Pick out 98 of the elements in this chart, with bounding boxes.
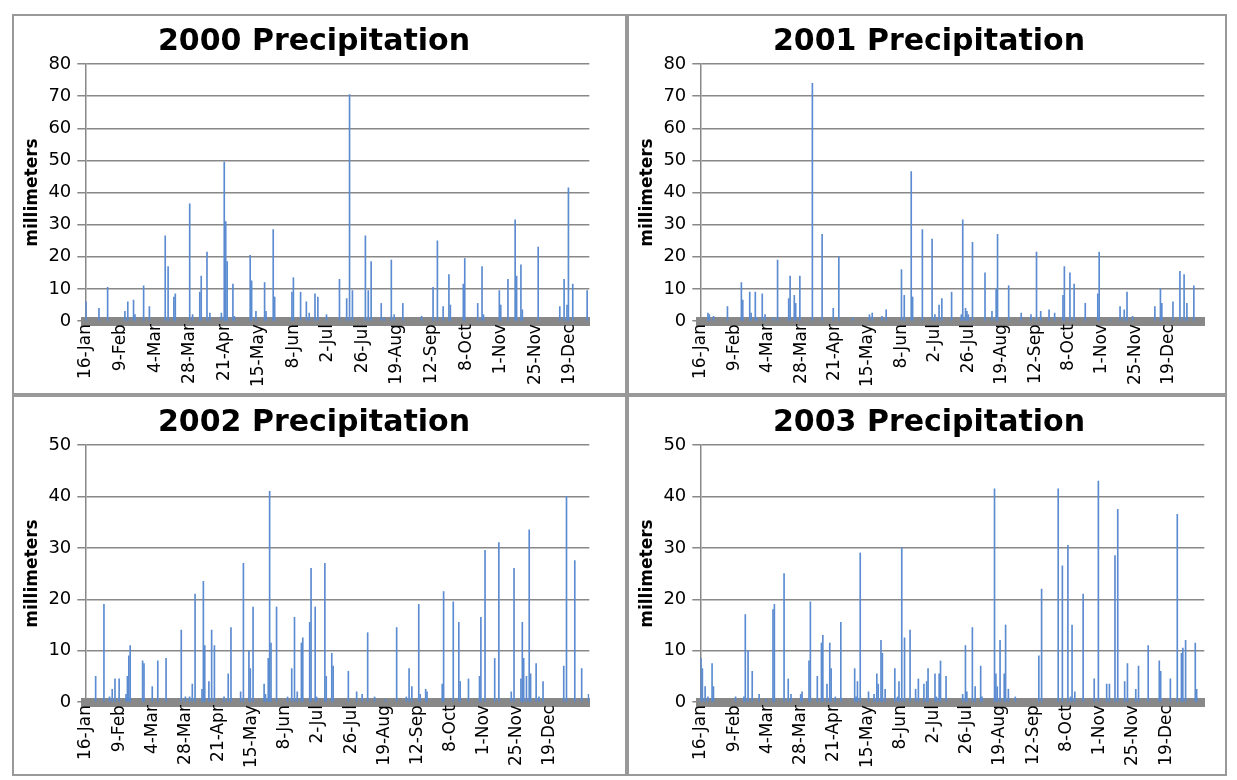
x-tick-label: 12-Sep — [1023, 324, 1044, 384]
x-tick-label: 28-Mar — [173, 705, 194, 765]
x-tick-label: 26-Jul — [956, 324, 977, 374]
x-tick-label: 28-Mar — [178, 324, 199, 384]
x-tick-label: 2-Jul — [923, 324, 944, 363]
chart-title: 2000 Precipitation — [157, 21, 471, 57]
y-tick-label: 80 — [48, 51, 72, 73]
y-tick-label: 40 — [48, 180, 72, 202]
x-tick-label: 16-Jan — [689, 324, 710, 380]
x-tick-label: 26-Jul — [339, 705, 360, 755]
y-axis-title: millimeters — [20, 519, 41, 628]
x-tick-label: 19-Aug — [385, 324, 406, 385]
y-tick-label: 40 — [663, 180, 687, 202]
x-tick-label: 2-Jul — [306, 705, 327, 744]
x-tick-label: 15-May — [240, 705, 261, 769]
x-tick-label: 1-Nov — [1088, 705, 1109, 756]
x-tick-label: 9-Feb — [722, 705, 743, 753]
x-tick-label: 12-Sep — [405, 705, 426, 765]
y-tick-label: 20 — [48, 586, 72, 608]
x-tick-label: 4-Mar — [140, 705, 161, 755]
x-tick-label: 8-Oct — [1054, 704, 1075, 752]
y-tick-label: 40 — [663, 484, 687, 506]
y-tick-label: 0 — [59, 308, 72, 330]
x-tick-label: 1-Nov — [489, 324, 510, 375]
y-tick-label: 30 — [48, 212, 72, 234]
x-tick-label: 4-Mar — [756, 324, 777, 374]
x-tick-label: 15-May — [247, 324, 268, 388]
x-tick-label: 1-Nov — [472, 705, 493, 756]
y-tick-label: 30 — [663, 535, 687, 557]
x-tick-label: 28-Mar — [789, 324, 810, 384]
x-tick-label: 9-Feb — [722, 324, 743, 372]
x-tick-label: 26-Jul — [350, 324, 371, 374]
x-tick-label: 25-Nov — [505, 705, 526, 767]
x-tick-label: 8-Jun — [273, 705, 294, 750]
x-tick-label: 16-Jan — [74, 324, 95, 380]
x-tick-label: 25-Nov — [523, 324, 544, 386]
x-tick-label: 2-Jul — [316, 324, 337, 363]
x-tick-label: 9-Feb — [107, 705, 128, 753]
x-tick-label: 25-Nov — [1123, 324, 1144, 386]
y-tick-label: 70 — [663, 83, 687, 105]
y-tick-label: 10 — [663, 276, 687, 298]
x-tick-label: 19-Aug — [372, 705, 393, 766]
y-tick-label: 20 — [48, 244, 72, 266]
x-tick-label: 21-Apr — [206, 705, 227, 762]
x-tick-label: 12-Sep — [420, 324, 441, 384]
x-tick-label: 15-May — [856, 324, 877, 388]
x-tick-label: 19-Dec — [1154, 705, 1175, 766]
x-tick-label: 8-Jun — [889, 324, 910, 369]
x-tick-label: 9-Feb — [109, 324, 130, 372]
x-tick-label: 19-Dec — [558, 324, 579, 385]
y-tick-label: 10 — [48, 638, 72, 660]
x-tick-label: 1-Nov — [1090, 324, 1111, 375]
x-tick-label: 2-Jul — [922, 705, 943, 744]
y-tick-label: 30 — [663, 212, 687, 234]
x-tick-label: 4-Mar — [755, 705, 776, 755]
y-tick-label: 50 — [663, 148, 687, 170]
y-tick-label: 20 — [663, 586, 687, 608]
x-tick-label: 26-Jul — [955, 705, 976, 755]
x-tick-label: 21-Apr — [212, 324, 233, 381]
y-tick-label: 70 — [48, 83, 72, 105]
x-tick-label: 8-Oct — [454, 323, 475, 371]
y-tick-label: 30 — [48, 535, 72, 557]
x-tick-label: 8-Jun — [281, 324, 302, 369]
y-tick-label: 0 — [674, 308, 687, 330]
y-tick-label: 0 — [59, 689, 72, 711]
y-tick-label: 50 — [48, 432, 72, 454]
y-tick-label: 50 — [663, 432, 687, 454]
x-tick-label: 19-Dec — [1157, 324, 1178, 385]
x-tick-label: 19-Aug — [990, 324, 1011, 385]
x-tick-label: 4-Mar — [143, 324, 164, 374]
y-axis-title: millimeters — [635, 519, 656, 628]
x-tick-label: 21-Apr — [823, 324, 844, 381]
x-tick-label: 12-Sep — [1021, 705, 1042, 765]
x-tick-label: 8-Oct — [1056, 323, 1077, 371]
x-tick-label: 16-Jan — [689, 705, 710, 761]
y-axis-title: millimeters — [635, 138, 656, 247]
y-tick-label: 10 — [48, 276, 72, 298]
y-tick-label: 80 — [663, 51, 687, 73]
y-tick-label: 20 — [663, 244, 687, 266]
chart-title: 2002 Precipitation — [157, 402, 471, 438]
x-tick-label: 28-Mar — [789, 705, 810, 765]
chart-title: 2003 Precipitation — [772, 402, 1086, 438]
x-tick-label: 21-Apr — [822, 705, 843, 762]
x-tick-label: 8-Jun — [888, 705, 909, 750]
y-tick-label: 50 — [48, 148, 72, 170]
y-tick-label: 60 — [48, 115, 72, 137]
x-tick-label: 19-Aug — [988, 705, 1009, 766]
x-tick-label: 16-Jan — [74, 705, 95, 761]
y-tick-label: 10 — [663, 638, 687, 660]
x-tick-label: 25-Nov — [1121, 705, 1142, 767]
y-tick-label: 40 — [48, 484, 72, 506]
x-tick-label: 19-Dec — [538, 705, 559, 766]
x-tick-label: 8-Oct — [438, 704, 459, 752]
chart-title: 2001 Precipitation — [772, 21, 1086, 57]
x-tick-label: 15-May — [855, 705, 876, 769]
y-axis-title: millimeters — [20, 138, 41, 247]
y-tick-label: 0 — [674, 689, 687, 711]
y-tick-label: 60 — [663, 115, 687, 137]
